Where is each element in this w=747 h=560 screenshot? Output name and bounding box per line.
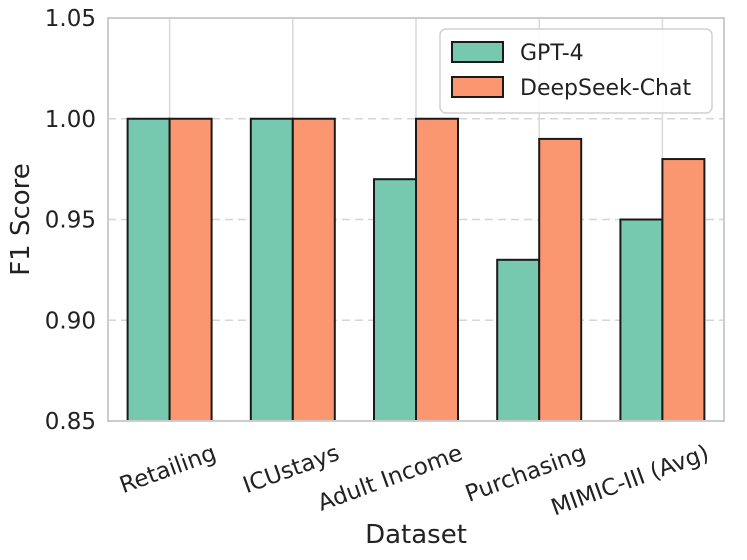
bar-deepseek-chat-0 xyxy=(168,117,213,422)
y-tick-label: 1.00 xyxy=(45,107,96,133)
legend-swatch-1 xyxy=(451,76,504,98)
legend-swatch-0 xyxy=(451,41,504,63)
y-axis-title: F1 Score xyxy=(6,163,36,276)
legend-label-1: DeepSeek-Chat xyxy=(520,76,691,101)
bar-gpt-4-3 xyxy=(496,258,541,422)
y-axis-ticks: 0.85 0.90 0.95 1.00 1.05 xyxy=(45,6,96,435)
bar-deepseek-chat-1 xyxy=(291,117,336,422)
bar-gpt-4-4 xyxy=(619,218,664,422)
bar-deepseek-chat-2 xyxy=(415,117,459,422)
bar-gpt-4-0 xyxy=(126,117,171,422)
bar-gpt-4-1 xyxy=(249,117,294,422)
y-tick-label: 0.85 xyxy=(45,409,96,435)
y-tick-label: 1.05 xyxy=(45,6,96,32)
y-tick-label: 0.95 xyxy=(45,208,96,234)
legend-box xyxy=(439,28,713,114)
bar-gpt-4-2 xyxy=(373,178,417,422)
y-tick-label: 0.90 xyxy=(45,308,96,334)
legend-label-0: GPT-4 xyxy=(520,41,584,66)
bar-deepseek-chat-4 xyxy=(661,158,706,423)
bar-deepseek-chat-3 xyxy=(538,137,583,422)
x-axis-title: Dataset xyxy=(365,520,467,550)
bars xyxy=(126,117,706,423)
plot-frame xyxy=(107,17,725,422)
legend: GPT-4 DeepSeek-Chat xyxy=(439,28,713,114)
